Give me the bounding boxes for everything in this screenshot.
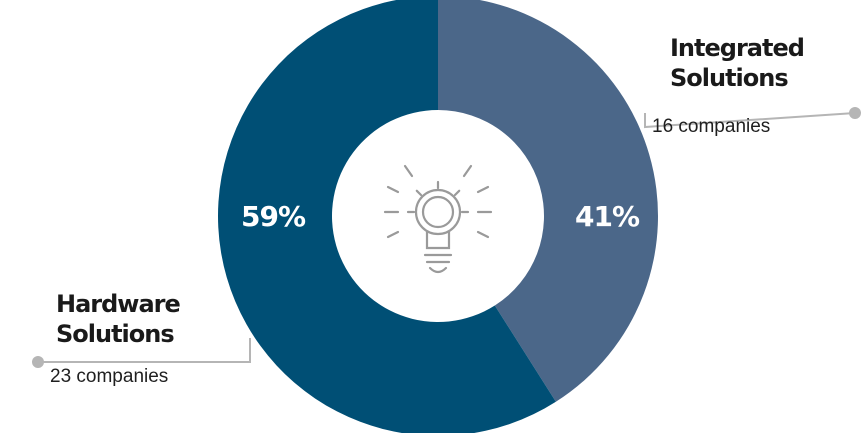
- hardware-title-line2: Solutions: [56, 320, 175, 348]
- integrated-title-line2: Solutions: [670, 64, 789, 92]
- hardware-leader-dot: [32, 356, 44, 368]
- integrated-leader-dot: [849, 107, 861, 119]
- gear-tooth: [415, 189, 423, 197]
- hardware-count: 23 companies: [50, 366, 169, 387]
- integrated-title-line1: Integrated: [670, 34, 805, 62]
- slice-hardware: [218, 0, 556, 433]
- integrated-count: 16 companies: [652, 116, 771, 137]
- slice-label-hardware: 59%: [241, 200, 306, 233]
- integrated-leader-line: [644, 112, 856, 129]
- slice-integrated: [438, 0, 658, 402]
- hardware-leader-line: [38, 338, 251, 363]
- slice-label-integrated: 41%: [575, 200, 640, 233]
- lightbulb-gear-icon: [383, 164, 493, 274]
- gear-tooth: [453, 189, 461, 197]
- hardware-title-line1: Hardware: [56, 290, 181, 318]
